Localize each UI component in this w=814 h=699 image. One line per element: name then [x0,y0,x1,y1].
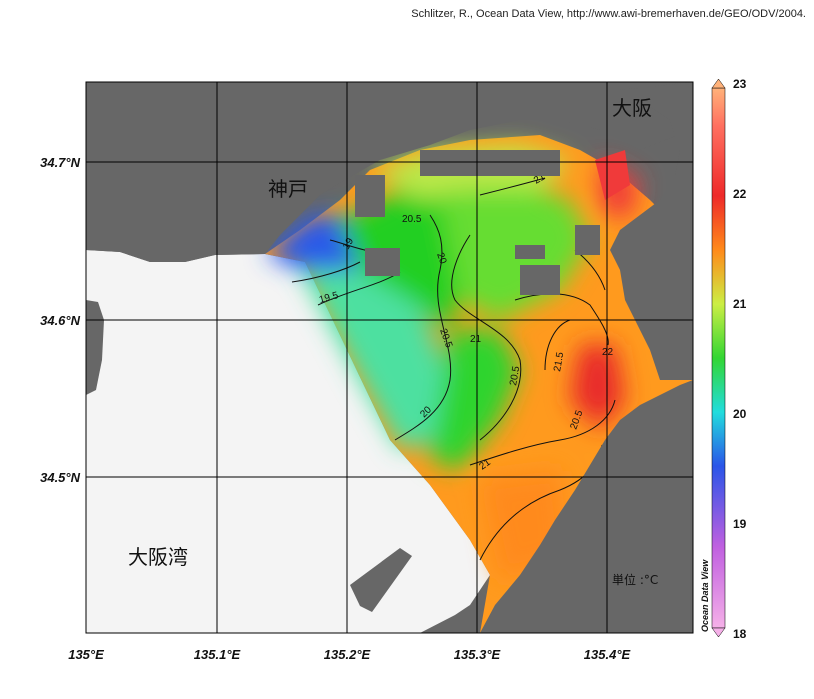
credit-text: Schlitzer, R., Ocean Data View, http://w… [411,8,806,20]
x-tick: 135.3°E [454,647,501,662]
y-tick: 34.5°N [40,470,81,485]
contour-label: 22 [602,347,614,358]
contour-label: 21 [470,334,482,345]
land-osaka-upper [610,82,693,380]
x-tick: 135.1°E [194,647,241,662]
x-tick: 135°E [68,647,104,662]
unit-label: 単位 :°C [612,572,658,587]
contour-label: 19.5 [318,290,340,306]
grid [86,82,693,633]
colorbar-tick: 21 [733,297,747,311]
x-tick: 135.2°E [324,647,371,662]
place-label-osaka: 大阪 [612,96,652,120]
land-osaka [480,82,693,633]
x-tick: 135.4°E [584,647,631,662]
colorbar-tick: 23 [733,77,747,91]
colorbar-gradient [711,87,726,629]
contour-label: 20.5 [508,365,522,387]
colorbar: 23 22 21 20 19 18 Ocean Data View [700,77,747,641]
map-border [85,81,694,634]
contour-labels: 19 19.5 20 20 20.5 20.5 20.5 21 21 21 21… [318,171,614,472]
colorbar-bottom-cap [711,627,726,638]
y-axis-ticks: 34.7°N 34.6°N 34.5°N [40,155,81,485]
colorbar-tick: 19 [733,517,747,531]
y-tick: 34.7°N [40,155,81,170]
colorbar-tick: 22 [733,187,747,201]
contour-label: 19 [341,236,356,252]
colorbar-title: Ocean Data View [700,559,710,632]
land-west-strip [86,300,104,395]
place-label-osaka-bay: 大阪湾 [128,545,188,569]
land-island [350,548,412,612]
colorbar-tick: 20 [733,407,747,421]
contour-label: 21.5 [552,351,566,373]
x-axis-ticks: 135°E 135.1°E 135.2°E 135.3°E 135.4°E [68,647,630,662]
colorbar-top-cap [711,78,726,89]
place-label-kobe: 神戸 [268,177,308,201]
sea-nodata-area [86,250,490,633]
land-kobe [86,82,693,262]
contour-label: 20 [434,251,448,266]
y-tick: 34.6°N [40,313,81,328]
port-structures [355,150,600,295]
colorbar-tick: 18 [733,627,747,641]
contour-label: 20.5 [402,214,422,225]
